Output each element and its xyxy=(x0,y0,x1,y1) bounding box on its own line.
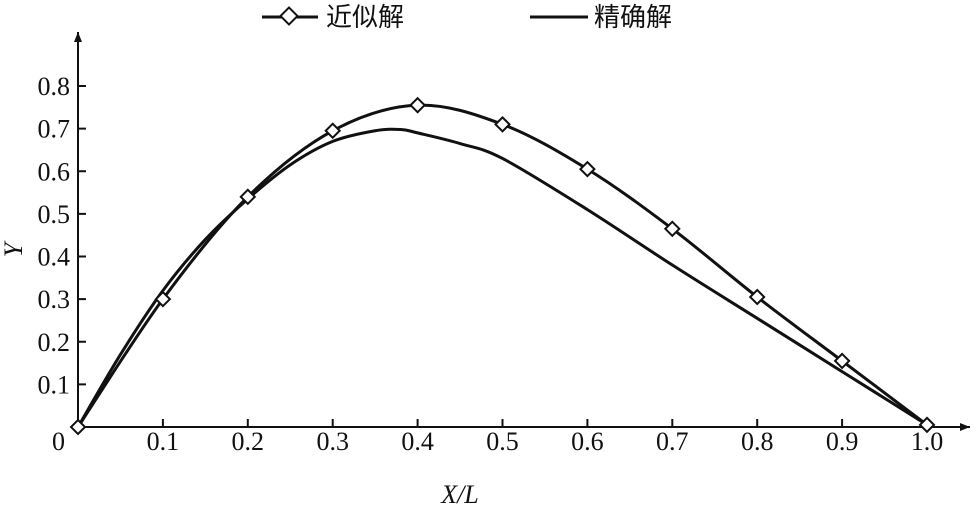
origin-label: 0 xyxy=(52,427,65,456)
y-axis-ticks: 0.1 0.2 0.3 0.4 0.5 0.6 0.7 0.8 xyxy=(38,72,86,399)
approx-data-point xyxy=(154,290,172,308)
y-tick-label: 0.3 xyxy=(38,285,71,314)
approx-data-point xyxy=(409,96,427,114)
approx-data-point xyxy=(69,418,87,436)
exact-solution-line xyxy=(76,127,928,428)
x-tick-label: 0.8 xyxy=(741,427,774,456)
approx-data-point xyxy=(833,352,851,370)
x-tick-label: 0.1 xyxy=(147,427,180,456)
legend: 近似解 精确解 xyxy=(262,3,672,33)
y-tick-label: 0.4 xyxy=(38,243,71,272)
x-tick-label: 0.7 xyxy=(656,427,689,456)
x-tick-label: 0.3 xyxy=(316,427,349,456)
x-tick-label: 0.6 xyxy=(571,427,604,456)
y-tick-label: 0.8 xyxy=(38,72,71,101)
approx-solution-markers xyxy=(69,96,936,436)
approx-data-point xyxy=(918,416,936,434)
x-tick-label: 0.9 xyxy=(826,427,859,456)
approx-data-point xyxy=(578,160,596,178)
y-tick-label: 0.7 xyxy=(38,115,71,144)
x-tick-label: 0.4 xyxy=(401,427,434,456)
y-tick-label: 0.6 xyxy=(38,157,71,186)
approx-solution-line xyxy=(76,103,928,428)
x-axis-ticks: 0.1 0.2 0.3 0.4 0.5 0.6 0.7 0.8 0.9 1.0 xyxy=(147,419,943,456)
approx-data-point xyxy=(748,288,766,306)
y-tick-label: 0.2 xyxy=(38,328,71,357)
approx-data-point xyxy=(494,115,511,133)
legend-label-exact: 精确解 xyxy=(594,3,672,33)
approx-data-point xyxy=(663,220,681,238)
x-tick-label: 0.2 xyxy=(232,427,265,456)
y-axis-label: Y xyxy=(0,240,28,257)
approx-data-point xyxy=(324,122,342,140)
x-axis-label: X/L xyxy=(440,480,479,509)
y-tick-label: 0.5 xyxy=(38,200,71,229)
y-tick-label: 0.1 xyxy=(38,370,71,399)
x-tick-label: 0.5 xyxy=(486,427,519,456)
legend-diamond-marker xyxy=(279,6,299,26)
approx-data-point xyxy=(239,188,257,206)
legend-label-approx: 近似解 xyxy=(326,3,404,33)
